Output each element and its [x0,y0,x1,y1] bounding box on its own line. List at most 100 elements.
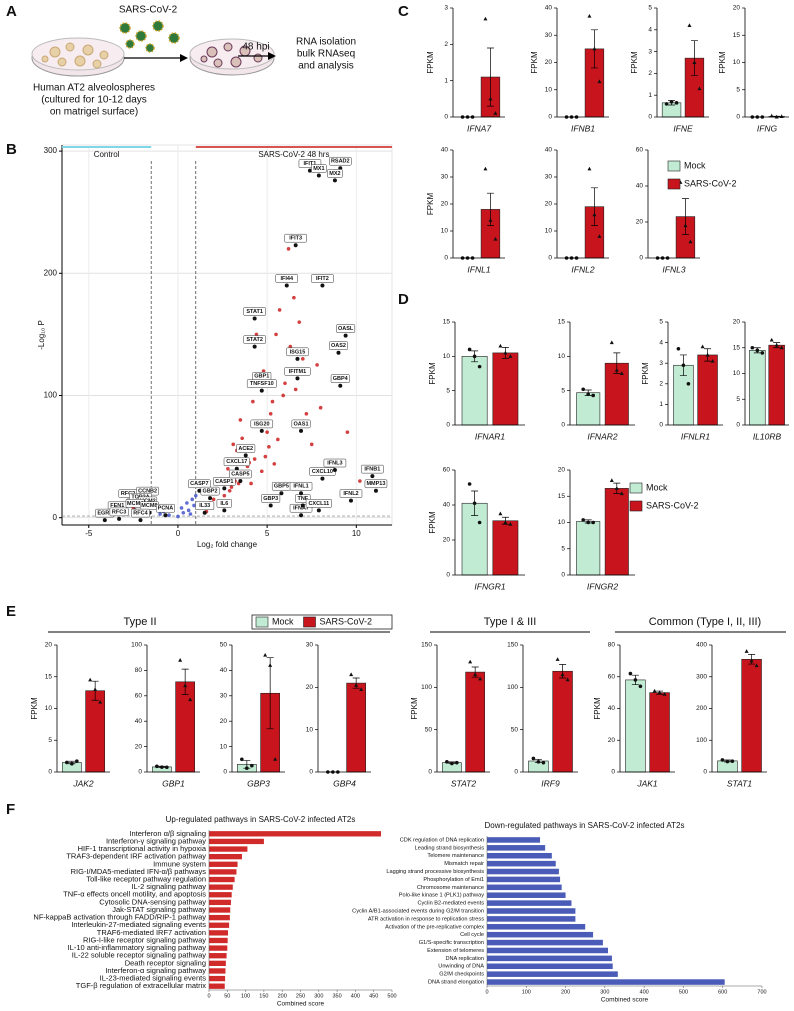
category-label: Toll-like receptor pathway regulation [86,875,206,884]
error-bar [181,668,189,695]
y-tick-label: 20 [545,201,553,208]
bar [209,945,228,951]
data-point [609,478,614,482]
point [309,442,314,447]
y-axis-label: -Log₁₀ P [37,320,46,350]
y-tick-label: 3 [648,48,652,55]
x-axis-label: IFNAR1 [475,431,506,441]
error-bar [590,187,598,226]
y-tick-label: 300 [44,146,58,155]
y-tick-label: 20 [558,467,566,474]
point [283,381,287,386]
data-point [555,657,560,661]
gene-label: OAS2 [331,343,346,349]
data-point [65,760,69,765]
x-tick-label: 700 [757,989,766,995]
gene-point [279,491,284,496]
arrow-head [268,52,276,60]
y-tick-label: 0 [611,769,615,776]
output-text: bulk RNAseq [297,49,355,60]
gene-label: IFIT2 [316,276,329,282]
gene-label: IFIT1 [304,161,317,167]
category-label: Leading strand biosynthesis [415,845,485,851]
point [226,466,230,471]
category-label: Interferon-α signaling pathway [105,966,206,975]
gene-point [208,496,213,501]
x-tick-label: 10 [352,529,361,538]
x-axis-label: IFNAR2 [587,431,618,441]
data-point [478,676,483,681]
category-label: Chromosome maintenance [417,885,484,891]
gene-label-box [243,307,266,316]
gene-label-box [156,503,175,513]
x-axis-label: IFNL1 [467,264,490,274]
data-point [614,367,619,372]
point [231,442,236,447]
data-point [560,672,565,677]
gene-point [299,513,304,518]
x-tick-label: 0 [207,993,210,999]
panel-label: C [398,3,409,20]
bar [209,869,237,875]
data-point [477,520,482,525]
bar [552,670,573,773]
gene-point [336,350,341,355]
gene-point [243,453,248,458]
y-tick-label: 100 [421,684,432,691]
point [192,503,196,508]
bar [209,937,228,944]
gene-label-box [323,458,347,468]
data-point [687,23,692,27]
category-label: TGF-β regulation of extracellular matrix [76,981,206,990]
x-tick-label: 0 [485,989,488,995]
x-tick-label: 0 [176,529,181,538]
point [252,457,257,461]
gene-label: IFIT3 [289,236,302,242]
y-tick-label: 0 [53,513,58,522]
output-text: and analysis [298,61,354,72]
y-tick-label: 50 [511,726,519,733]
point [292,295,296,300]
bar [465,671,485,773]
x-tick-label: 450 [369,993,378,999]
gene-label: CXCL11 [308,501,329,507]
gene-label: CASP1 [215,479,233,485]
data-point [240,757,244,762]
y-tick-label: 3 [659,360,663,367]
gene-label: EGR3 [97,511,112,517]
gene-label: TNF [297,496,308,502]
data-point [705,352,710,357]
y-tick-label: 50 [220,642,228,649]
y-tick-label: 0 [561,572,565,579]
gene-label: FEN1 [110,503,124,509]
data-point [477,364,482,369]
data-point [744,649,749,653]
point [190,497,195,502]
output-text: RNA isolation [296,37,356,48]
gene-point [259,428,264,433]
x-axis-label: GBP3 [247,778,270,788]
gene-point [284,283,289,288]
gene-point [348,498,353,503]
point [167,513,171,518]
data-point [664,102,669,106]
y-tick-label: 0 [736,422,740,429]
point [238,418,243,422]
gene-point [316,508,321,513]
point [261,369,266,373]
data-point [183,683,188,688]
point [181,510,186,515]
point [222,493,227,498]
gene-point [252,344,257,349]
data-point [581,518,585,522]
category-label: RIG-I/MDA5-mediated IFN-α/β pathways [71,867,207,876]
point [277,308,282,312]
y-tick-label: 40 [441,147,449,154]
gene-point [163,513,168,518]
data-point [586,520,590,525]
category-label: ATR activation in response to replicatio… [368,916,484,922]
y-tick-label: 10 [443,353,451,360]
y-tick-label: 15 [558,493,566,500]
y-tick-label: 60 [135,693,143,700]
y-axis-label: FPKM [426,51,435,74]
